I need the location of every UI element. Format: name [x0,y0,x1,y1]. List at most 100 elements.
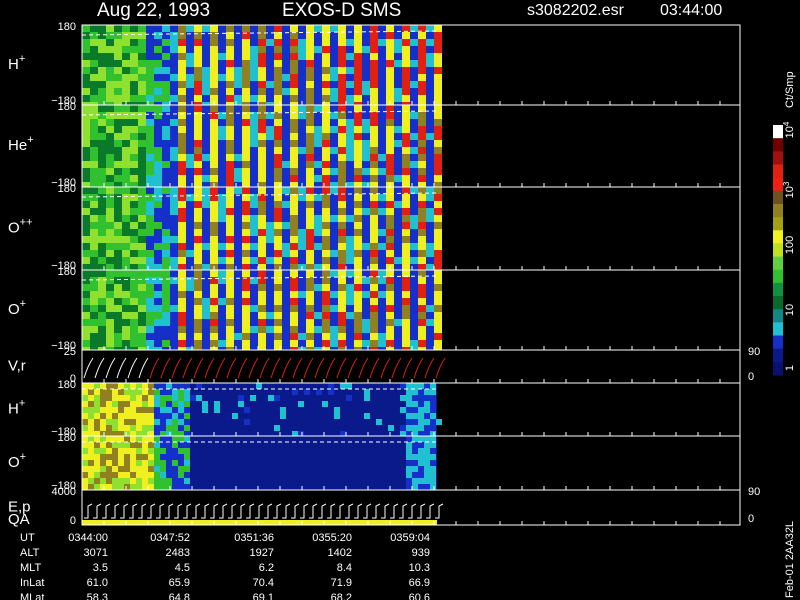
spectro-cell [138,347,146,350]
spectro-cell [346,236,354,243]
spectro-cell [370,39,378,46]
spectro-cell [430,407,436,413]
spectro-cell [434,215,442,222]
spectro-cell [184,436,190,442]
spectro-cell [338,319,346,326]
spectro-cell [226,312,234,319]
spectro-cell [346,208,354,215]
spectro-cell [146,298,154,305]
spectro-cell [434,39,442,46]
spectro-cell [394,347,402,350]
spectro-cell [330,126,338,133]
spectro-cell [106,270,114,277]
spectro-cell [218,95,226,102]
spectro-cell [138,236,146,243]
spectro-cell [402,126,410,133]
spectro-cell [106,333,114,340]
spectro-cell [346,81,354,88]
spectro-cell [364,413,370,419]
energy-trace [237,503,246,519]
spectro-cell [378,60,386,67]
spectro-cell [330,208,338,215]
spectro-cell [138,39,146,46]
spectro-cell [210,105,218,112]
spectro-cell [376,419,382,425]
spectro-cell [266,67,274,74]
spectro-cell [130,201,138,208]
spectro-cell [426,347,434,350]
spectro-cell [194,147,202,154]
spectro-cell [370,284,378,291]
spectro-cell [202,319,210,326]
spectro-cell [322,333,330,340]
spectro-cell [266,250,274,257]
spectro-cell [146,39,154,46]
spectro-cell [218,257,226,264]
spectro-cell [214,401,220,407]
spectro-cell [226,168,234,175]
spectro-cell [178,32,186,39]
spectro-cell [82,305,90,312]
spectro-cell [170,257,178,264]
spectro-cell [234,208,242,215]
spectro-cell [146,229,154,236]
spectro-cell [434,67,442,74]
spectro-cell [142,478,148,484]
spectro-cell [426,291,434,298]
spectro-cell [406,419,412,425]
energy-trace [300,503,309,519]
spectro-cell [406,436,412,442]
spectro-cell [346,67,354,74]
spectro-cell [266,284,274,291]
spectro-cell [394,187,402,194]
velocity-trace [105,357,116,379]
spectro-cell [90,175,98,182]
spectro-cell [178,208,186,215]
spectro-cell [322,133,330,140]
spectro-cell [122,215,130,222]
spectro-cell [282,147,290,154]
spectro-cell [346,95,354,102]
spectro-cell [90,347,98,350]
spectro-cell [314,340,322,347]
spectro-cell [346,119,354,126]
spectro-cell [314,67,322,74]
label-text: H [8,401,19,418]
spectro-cell [178,454,184,460]
spectro-cell [186,347,194,350]
spectro-cell [218,53,226,60]
spectro-cell [162,102,170,105]
spectro-cell [166,454,172,460]
spectro-cell [314,347,322,350]
spectro-cell [194,333,202,340]
spectro-cell [162,81,170,88]
spectro-cell [210,53,218,60]
spectro-cell [114,32,122,39]
spectro-cell [114,53,122,60]
spectro-cell [386,201,394,208]
spectro-cell [170,74,178,81]
spectro-cell [402,67,410,74]
spectro-cell [154,250,162,257]
spectro-cell [386,168,394,175]
spectro-cell [338,46,346,53]
spectro-cell [434,112,442,119]
spectro-cell [146,236,154,243]
spectro-cell [434,229,442,236]
label-sup: ++ [20,217,33,229]
spectro-cell [184,460,190,466]
spectro-cell [218,88,226,95]
spectro-cell [234,229,242,236]
spectro-cell [338,326,346,333]
spectro-cell [354,147,362,154]
spectro-cell [362,291,370,298]
spectro-cell [378,161,386,168]
spectro-cell [234,194,242,201]
spectro-cell [130,312,138,319]
spectro-cell [290,319,298,326]
spectro-cell [330,187,338,194]
spectro-cell [282,112,290,119]
spectro-cell [170,81,178,88]
spectro-cell [122,201,130,208]
spectro-cell [154,168,162,175]
